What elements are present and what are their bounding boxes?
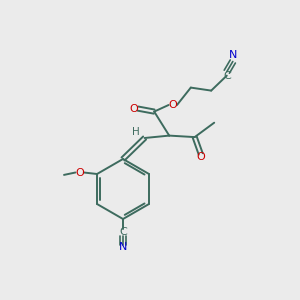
Text: O: O	[196, 152, 205, 163]
Text: N: N	[229, 50, 238, 61]
Text: H: H	[132, 127, 140, 137]
Text: C: C	[119, 226, 127, 237]
Text: O: O	[129, 103, 138, 114]
Text: O: O	[168, 100, 177, 110]
Text: O: O	[75, 167, 84, 178]
Text: N: N	[119, 242, 127, 252]
Text: C: C	[223, 70, 231, 81]
